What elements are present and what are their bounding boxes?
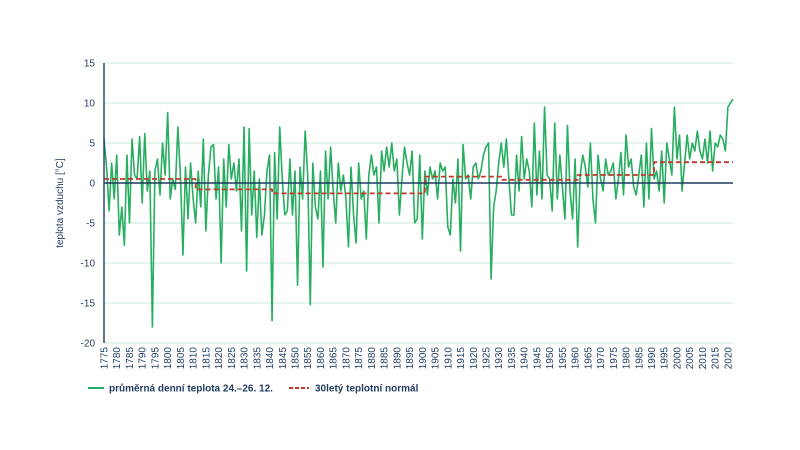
x-tick-label-42: 1985 (634, 347, 645, 370)
x-tick-label-12: 1835 (252, 347, 263, 370)
x-tick-label-7: 1810 (189, 347, 200, 370)
x-tick-label-40: 1975 (609, 347, 620, 370)
x-tick-label-20: 1875 (354, 347, 365, 370)
x-tick-label-15: 1850 (290, 347, 301, 370)
x-tick-label-37: 1960 (571, 347, 582, 370)
x-tick-label-2: 1785 (125, 347, 136, 370)
legend-label-series2: 30letý teplotní normál (315, 384, 419, 395)
x-tick-label-3: 1790 (138, 347, 149, 370)
x-tick-label-5: 1800 (163, 347, 174, 370)
x-tick-label-17: 1860 (316, 347, 327, 370)
x-tick-label-19: 1870 (341, 347, 352, 370)
y-tick-label-1: 10 (84, 99, 96, 110)
x-tick-label-6: 1805 (176, 347, 187, 370)
x-tick-label-8: 1815 (201, 347, 212, 370)
x-tick-label-16: 1855 (303, 347, 314, 370)
grid (104, 62, 733, 344)
y-tick-labels: 15 10 5 0 -5 -10 -15 -20 (81, 59, 96, 350)
x-tick-label-1: 1780 (112, 347, 123, 370)
y-tick-label-6: -15 (81, 299, 96, 310)
x-tick-labels: 1775 1780 1785 1790 1795 1800 1805 1810 1815 1820… (100, 347, 735, 370)
x-tick-label-22: 1885 (380, 347, 391, 370)
y-tick-label-2: 5 (89, 139, 95, 150)
x-tick-label-0: 1775 (100, 347, 111, 370)
y-axis-label: teplota vzduchu [°C] (55, 158, 66, 248)
x-tick-label-26: 1905 (431, 347, 442, 370)
x-tick-label-31: 1930 (494, 347, 505, 370)
y-tick-label-5: -10 (81, 259, 96, 270)
y-tick-label-0: 15 (84, 59, 96, 70)
x-tick-label-13: 1840 (265, 347, 276, 370)
x-tick-label-34: 1945 (532, 347, 543, 370)
x-tick-label-46: 2005 (685, 347, 696, 370)
x-tick-label-38: 1965 (583, 347, 594, 370)
x-tick-label-41: 1980 (622, 347, 633, 370)
x-tick-label-49: 2020 (723, 347, 734, 370)
x-tick-label-24: 1895 (405, 347, 416, 370)
x-tick-label-39: 1970 (596, 347, 607, 370)
y-tick-label-3: 0 (89, 179, 95, 190)
x-tick-label-27: 1910 (443, 347, 454, 370)
x-tick-label-23: 1890 (392, 347, 403, 370)
x-tick-label-29: 1920 (469, 347, 480, 370)
x-tick-label-9: 1820 (214, 347, 225, 370)
series-line-1 (103, 98, 734, 328)
x-tick-label-4: 1795 (150, 347, 161, 370)
x-tick-label-30: 1925 (481, 347, 492, 370)
x-tick-label-36: 1955 (558, 347, 569, 370)
x-tick-label-43: 1990 (647, 347, 658, 370)
x-tick-label-48: 2015 (711, 347, 722, 370)
x-tick-label-45: 2000 (672, 347, 683, 370)
y-tick-label-4: -5 (86, 219, 95, 230)
x-tick-label-11: 1830 (240, 347, 251, 370)
series-line-2 (104, 161, 733, 195)
x-tick-label-47: 2010 (698, 347, 709, 370)
legend: průměrná denní teplota 24.–26. 12. 30let… (88, 383, 419, 395)
x-tick-label-21: 1880 (367, 347, 378, 370)
legend-label-series1: průměrná denní teplota 24.–26. 12. (109, 383, 273, 395)
x-tick-label-35: 1950 (545, 347, 556, 370)
x-tick-label-33: 1940 (520, 347, 531, 370)
y-tick-label-7: -20 (81, 339, 96, 350)
x-tick-label-28: 1915 (456, 347, 467, 370)
x-tick-label-14: 1845 (278, 347, 289, 370)
x-tick-label-10: 1825 (227, 347, 238, 370)
series-lines (103, 98, 734, 328)
x-tick-label-18: 1865 (329, 347, 340, 370)
x-tick-label-32: 1935 (507, 347, 518, 370)
x-tick-label-44: 1995 (660, 347, 671, 370)
x-tick-label-25: 1900 (418, 347, 429, 370)
